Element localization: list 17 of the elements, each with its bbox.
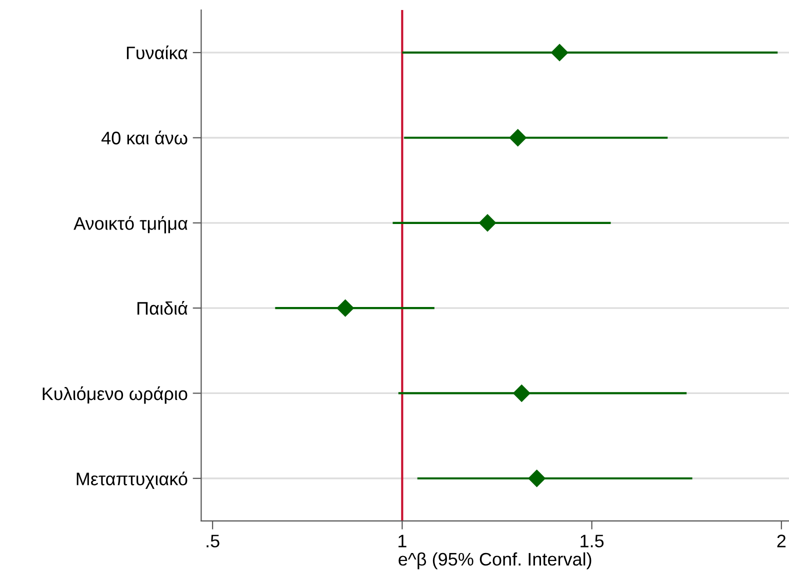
point bbox=[336, 300, 354, 317]
point bbox=[528, 470, 546, 487]
point bbox=[478, 214, 496, 232]
point bbox=[551, 44, 568, 62]
y-tick-label: Παιδιά bbox=[137, 301, 188, 315]
y-tick-label: Μεταπτυχιακό bbox=[76, 472, 188, 489]
point bbox=[509, 129, 526, 146]
y-tick-label: Γυναίκα bbox=[126, 46, 188, 60]
y-tick-label: Κυλιόμενο ωράριο bbox=[42, 386, 188, 404]
x-tick-label: 2 bbox=[777, 534, 786, 548]
x-tick-label: 1.5 bbox=[580, 534, 604, 548]
y-tick-label: Ανοικτό τμήμα bbox=[74, 216, 188, 234]
point bbox=[513, 384, 530, 402]
x-axis-title: e^β (95% Conf. Interval) bbox=[398, 552, 592, 570]
x-tick-label: 1 bbox=[398, 534, 406, 548]
y-tick-label: 40 και άνω bbox=[101, 130, 188, 144]
x-tick-label: .5 bbox=[206, 534, 220, 548]
